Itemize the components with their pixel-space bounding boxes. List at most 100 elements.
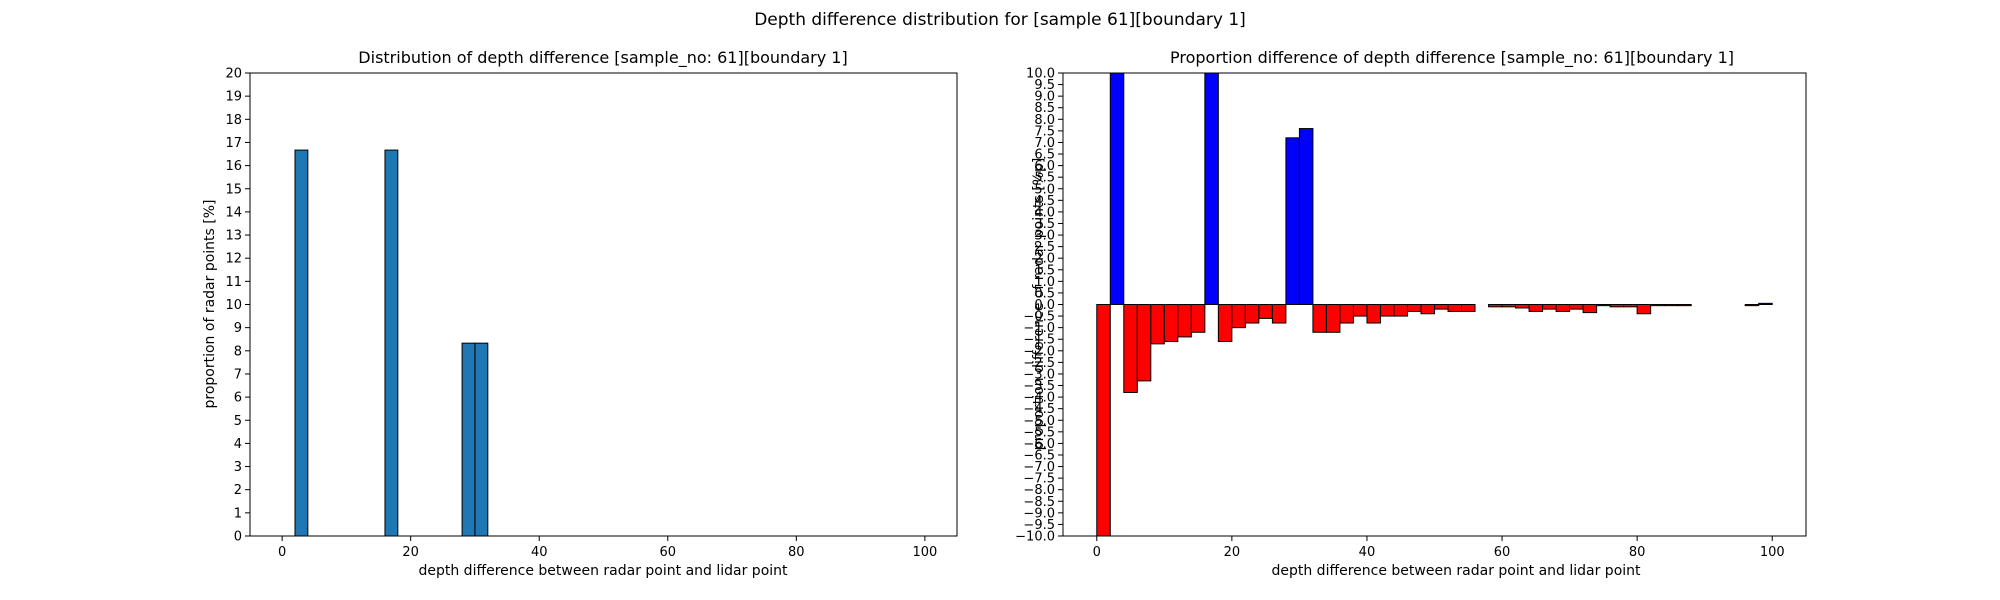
- y-tick-label: 15: [225, 182, 242, 197]
- histogram-bar: [1406, 304, 1422, 312]
- y-tick-label: 7: [234, 367, 242, 382]
- y-tick-label: 9.0: [1034, 90, 1055, 105]
- y-tick-label: 8.5: [1034, 101, 1055, 116]
- y-tick-label: 8.0: [1034, 113, 1055, 128]
- y-tick-label: 0: [234, 530, 242, 545]
- y-tick-label: 12: [225, 252, 242, 267]
- y-tick-label: 7.0: [1034, 136, 1055, 151]
- chart-right-ticks: 0 20 40 60 80 100 −10.0−9.5−9.0−8.5−8.0−7.5−7.…: [1015, 67, 1784, 561]
- y-tick-label: 5.5: [1034, 171, 1055, 186]
- y-tick-label: 1: [234, 506, 242, 521]
- histogram-bar: [1096, 304, 1111, 537]
- y-tick-label: 4: [234, 437, 242, 452]
- y-tick-label: 16: [225, 159, 242, 174]
- chart-right-bars: [1096, 72, 1773, 537]
- histogram-bar: [1555, 304, 1571, 312]
- histogram-bar: [1447, 304, 1463, 312]
- y-tick-label: 2.5: [1034, 240, 1055, 255]
- y-tick-label: 2: [234, 483, 242, 498]
- chart-left-ticks: 0 20 40 60 80 1000123456789101112131415161718…: [225, 67, 937, 561]
- chart-left-distribution: Distribution of depth difference [sample…: [202, 48, 958, 579]
- y-tick-label: −7.0: [1023, 460, 1055, 475]
- histogram-bar: [1231, 304, 1246, 329]
- histogram-bar: [1339, 304, 1354, 324]
- y-tick-label: −3.0: [1023, 367, 1055, 382]
- y-tick-label: −6.5: [1023, 448, 1055, 463]
- y-tick-label: 13: [225, 229, 242, 244]
- y-tick-label: 1.0: [1034, 275, 1055, 290]
- y-tick-label: 3: [234, 460, 242, 475]
- chart-left-bars: [294, 149, 489, 537]
- y-tick-label: 11: [225, 275, 242, 290]
- x-tick-label: 20: [1224, 545, 1241, 560]
- histogram-bar: [294, 149, 309, 537]
- y-tick-label: −10.0: [1015, 530, 1055, 545]
- y-tick-label: −1.0: [1023, 321, 1055, 336]
- histogram-bar: [1501, 304, 1517, 308]
- chart-left-axes-frame: [249, 72, 958, 537]
- histogram-bar: [1488, 304, 1503, 308]
- histogram-bar: [474, 342, 489, 537]
- y-tick-label: −6.0: [1023, 437, 1055, 452]
- y-tick-label: 10: [225, 298, 242, 313]
- x-tick-label: 0: [278, 545, 286, 560]
- histogram-bar: [1244, 304, 1260, 324]
- histogram-bar: [1528, 304, 1544, 312]
- x-tick-label: 100: [912, 545, 937, 560]
- y-tick-label: 19: [225, 90, 242, 105]
- y-tick-label: 10.0: [1026, 67, 1055, 82]
- chart-right-title: Proportion difference of depth differenc…: [1170, 48, 1734, 68]
- y-tick-label: 14: [225, 205, 242, 220]
- histogram-bar: [1163, 304, 1179, 343]
- y-tick-label: −7.5: [1023, 472, 1055, 487]
- histogram-bar: [1420, 304, 1436, 315]
- y-tick-label: 18: [225, 113, 242, 128]
- chart-right-ylabel: proportion difference of radar points [%…: [1031, 158, 1047, 451]
- histogram-bar: [1569, 304, 1584, 310]
- x-tick-label: 80: [788, 545, 805, 560]
- y-tick-label: 5.0: [1034, 182, 1055, 197]
- y-tick-label: 9: [234, 321, 242, 336]
- chart-left-ylabel: proportion of radar points [%]: [202, 199, 218, 408]
- histogram-bar: [461, 342, 476, 537]
- histogram-bar: [1352, 304, 1368, 317]
- histogram-bar: [1298, 128, 1314, 305]
- y-tick-label: −3.5: [1023, 379, 1055, 394]
- histogram-bar: [1623, 304, 1638, 308]
- x-tick-label: 80: [1629, 545, 1646, 560]
- histogram-bar: [1677, 304, 1692, 307]
- x-tick-label: 20: [402, 545, 419, 560]
- y-tick-label: 1.5: [1034, 263, 1055, 278]
- y-tick-label: 0.0: [1034, 298, 1055, 313]
- histogram-bar: [1204, 72, 1219, 305]
- histogram-bar: [1258, 304, 1273, 319]
- histogram-bar: [384, 149, 399, 537]
- x-tick-label: 100: [1760, 545, 1785, 560]
- chart-left-title: Distribution of depth difference [sample…: [358, 48, 847, 68]
- y-tick-label: 20: [225, 67, 242, 82]
- y-tick-label: −4.0: [1023, 391, 1055, 406]
- chart-right-axes-frame: [1062, 72, 1807, 537]
- y-tick-label: −2.5: [1023, 356, 1055, 371]
- histogram-bar: [1379, 304, 1395, 317]
- y-tick-label: 9.5: [1034, 78, 1055, 93]
- histogram-bar: [1150, 304, 1165, 345]
- histogram-bar: [1271, 304, 1287, 324]
- histogram-bar: [1190, 304, 1206, 333]
- y-tick-label: 2.0: [1034, 252, 1055, 267]
- y-tick-label: 3.5: [1034, 217, 1055, 232]
- histogram-bar: [1312, 304, 1327, 333]
- y-tick-label: 6.0: [1034, 159, 1055, 174]
- y-tick-label: 4.5: [1034, 194, 1055, 209]
- y-tick-label: −9.5: [1023, 518, 1055, 533]
- chart-left-xlabel: depth difference between radar point and…: [418, 563, 788, 579]
- histogram-bar: [1217, 304, 1233, 343]
- x-tick-label: 40: [531, 545, 548, 560]
- histogram-bar: [1542, 304, 1557, 310]
- histogram-bar: [1663, 304, 1679, 307]
- histogram-bar: [1582, 304, 1598, 314]
- chart-right-xlabel: depth difference between radar point and…: [1271, 563, 1641, 579]
- y-tick-label: 3.0: [1034, 229, 1055, 244]
- histogram-bar: [1636, 304, 1652, 315]
